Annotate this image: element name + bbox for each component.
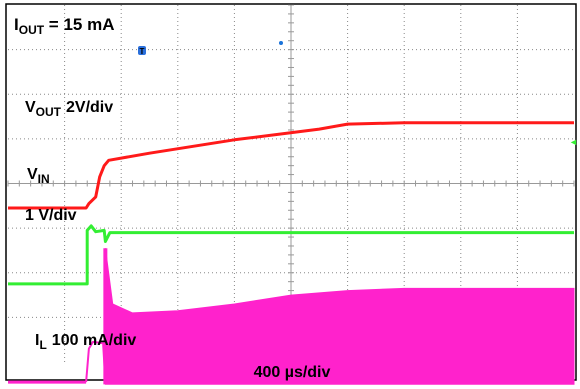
il-switching-envelope <box>104 248 575 385</box>
traces <box>8 121 575 385</box>
vout-channel-label: VOUT 2V/div <box>25 99 113 119</box>
vin-right-marker: ◄ <box>569 137 578 147</box>
vin-trace <box>8 224 574 286</box>
trigger-marker-icon: T <box>138 46 146 56</box>
vin-channel-label: VIN <box>27 166 50 186</box>
trigger-marker-glyph: T <box>140 47 145 56</box>
il-channel-label: IL 100 mA/div <box>35 332 136 352</box>
top-center-marker <box>279 41 283 45</box>
time-scale-label: 400 µs/div <box>254 364 331 381</box>
vout-trace <box>8 121 574 210</box>
condition-label: IOUT = 15 mA <box>14 15 114 37</box>
vin-scale-label: 1 V/div <box>25 207 77 224</box>
